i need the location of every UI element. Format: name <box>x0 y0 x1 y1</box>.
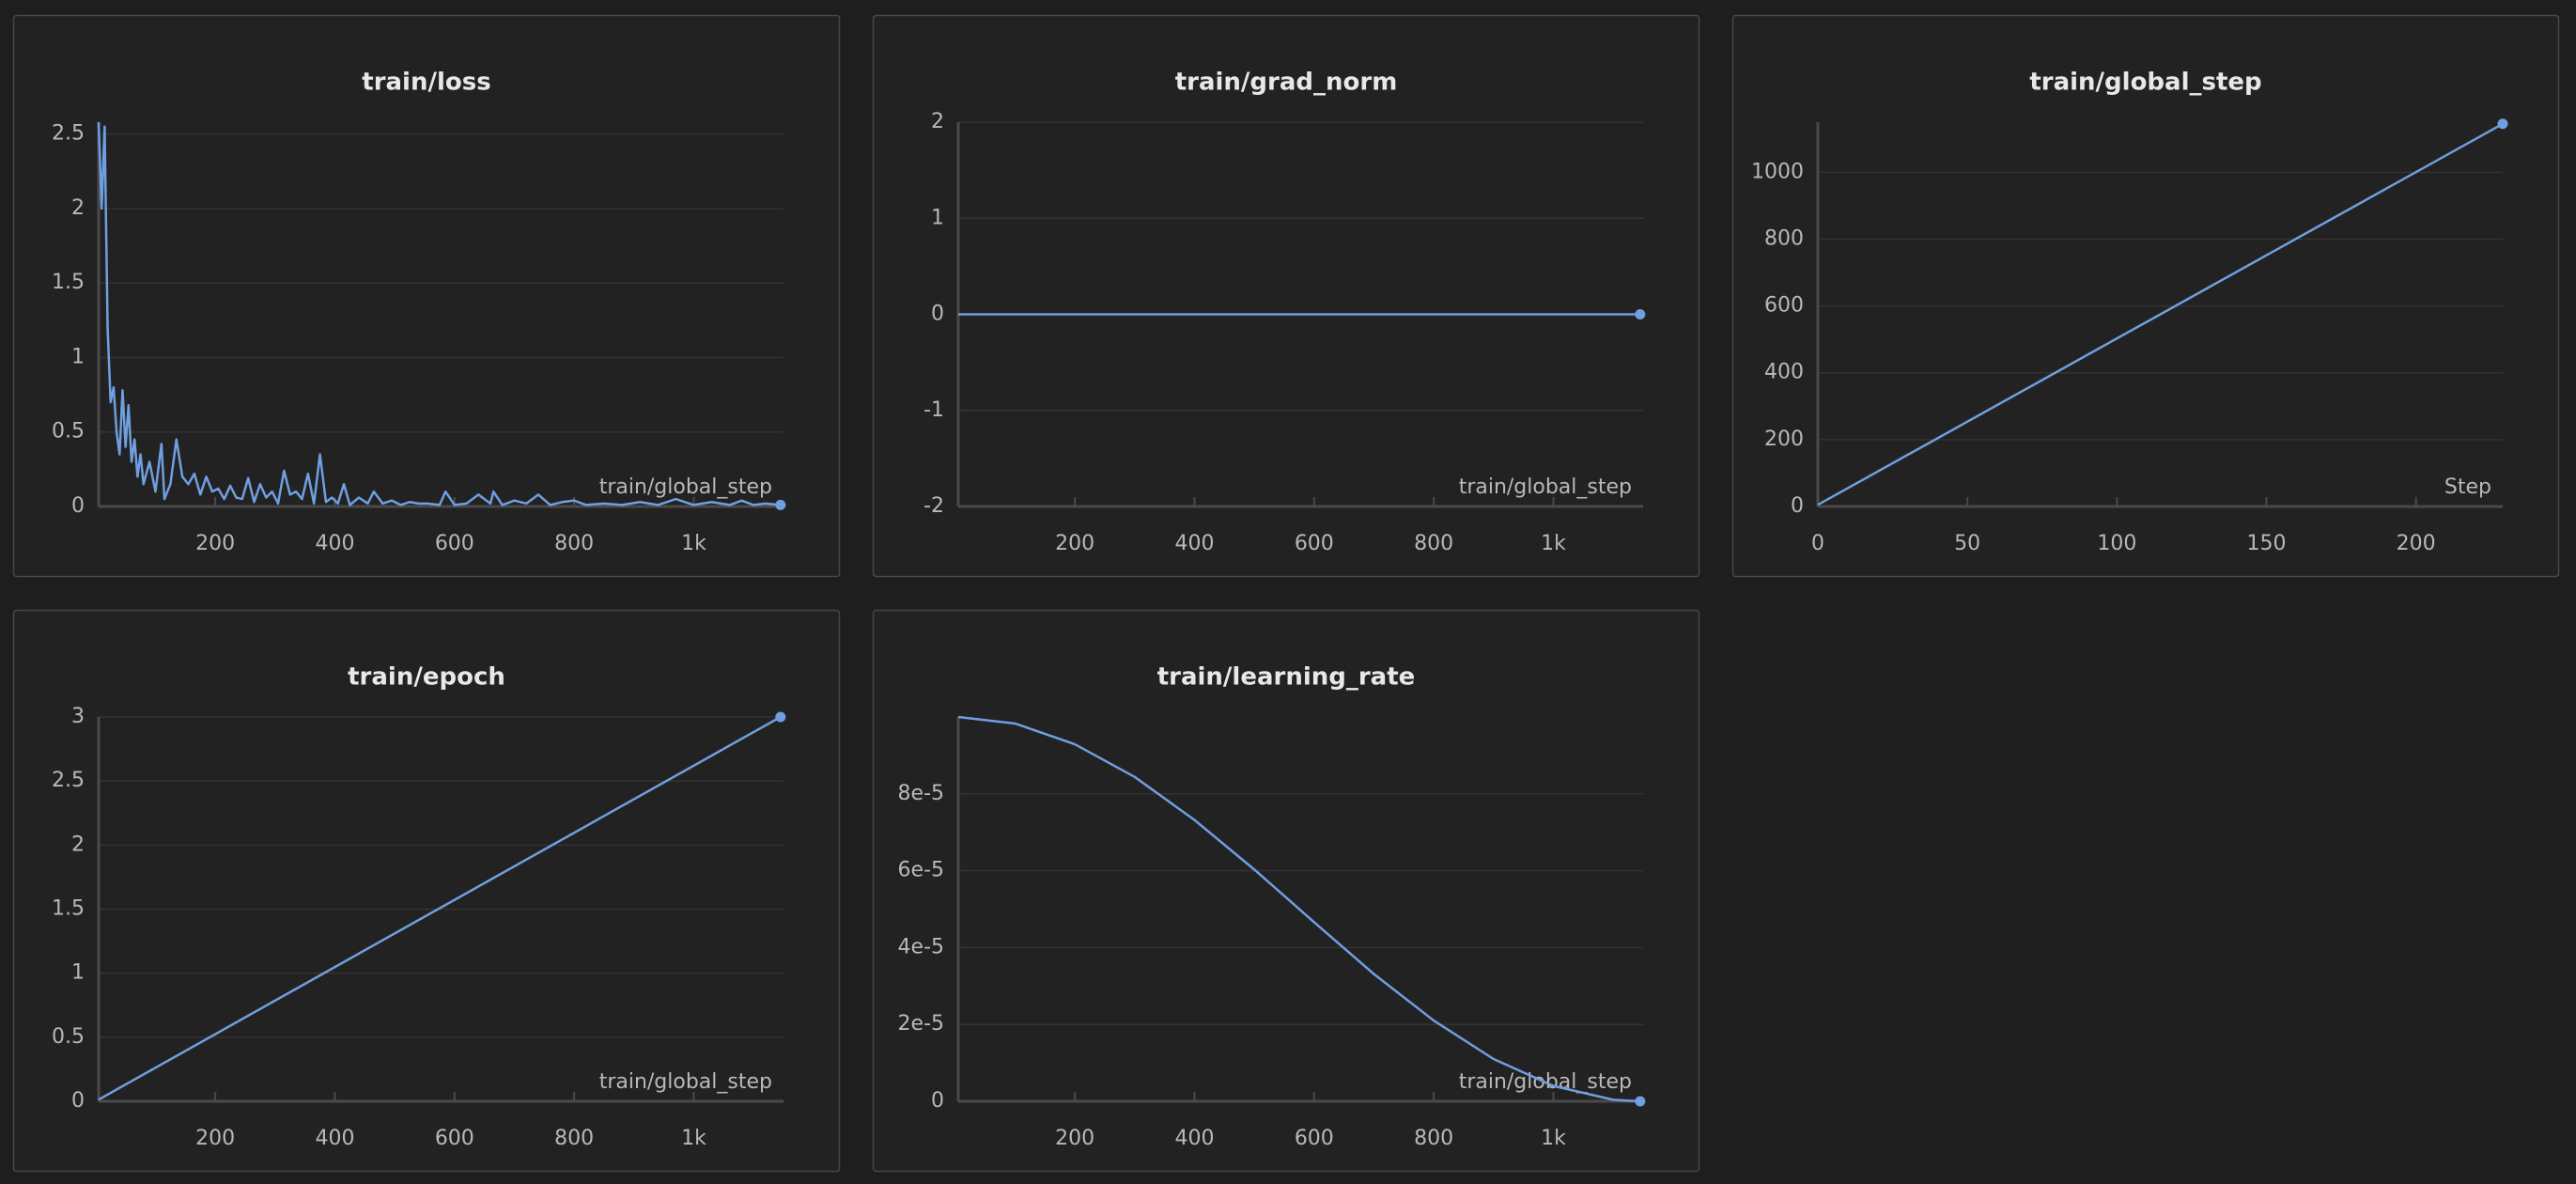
x-tick-label: 200 <box>1055 532 1094 555</box>
y-tick-label: 1000 <box>1751 160 1804 183</box>
x-tick-label: 200 <box>195 532 235 555</box>
x-tick-label: 1k <box>1541 1127 1566 1150</box>
chart-panel: train/grad_norm -2 -1 0 1 2 200 400 600 800 1k trai… <box>872 14 1700 578</box>
end-point <box>775 499 786 510</box>
y-tick-label: 8e-5 <box>898 782 944 805</box>
x-tick-label: 100 <box>2097 532 2136 555</box>
panel-background <box>872 609 1700 1173</box>
y-tick-label: 0.5 <box>52 420 85 444</box>
chart-panel: train/loss 0 0.5 1 1.5 2 2.5 200 400 600 800 1k trai… <box>12 14 841 578</box>
x-tick-label: 400 <box>315 1127 354 1150</box>
y-tick-label: 400 <box>1764 361 1804 384</box>
x-tick-label: 800 <box>554 532 594 555</box>
y-tick-label: 200 <box>1764 428 1804 451</box>
series-line <box>97 121 781 506</box>
x-tick-label: 400 <box>315 532 354 555</box>
y-tick-label: 1 <box>931 206 944 229</box>
y-tick-label: 2.5 <box>52 122 85 146</box>
panel-background <box>1731 14 2560 578</box>
panel-background <box>12 14 841 578</box>
y-tick-label: 2 <box>931 110 944 133</box>
y-tick-label: 2.5 <box>52 769 85 792</box>
x-tick-label: 600 <box>1295 532 1334 555</box>
x-axis-label: train/global_step <box>599 1070 772 1094</box>
x-tick-label: 50 <box>1954 532 1980 555</box>
end-point <box>1635 309 1646 319</box>
x-axis-label: Step <box>2444 475 2491 499</box>
chart-panel: train/global_step 0 200 400 600 800 1000 0 50 100… <box>1731 14 2560 578</box>
y-tick-label: 0 <box>71 494 85 518</box>
y-tick-label: 2 <box>71 196 85 220</box>
x-tick-label: 200 <box>195 1127 235 1150</box>
y-tick-label: 1 <box>71 345 85 368</box>
x-tick-label: 600 <box>435 1127 474 1150</box>
y-tick-label: 0 <box>931 303 944 326</box>
chart-title: train/epoch <box>348 663 505 692</box>
x-tick-label: 1k <box>681 532 706 555</box>
y-tick-label: 1.5 <box>52 271 85 294</box>
chart-title: train/loss <box>362 69 490 97</box>
y-tick-label: 3 <box>71 705 85 728</box>
x-tick-label: 800 <box>554 1127 594 1150</box>
y-tick-label: 4e-5 <box>898 935 944 958</box>
x-tick-label: 400 <box>1174 1127 1214 1150</box>
x-tick-label: 150 <box>2247 532 2287 555</box>
y-tick-label: 1.5 <box>52 897 85 921</box>
x-tick-label: 1k <box>1541 532 1566 555</box>
x-tick-label: 200 <box>1055 1127 1094 1150</box>
x-tick-label: 1k <box>681 1127 706 1150</box>
y-tick-label: 0 <box>1791 494 1804 518</box>
series-line <box>98 715 782 1101</box>
y-tick-label: -1 <box>923 398 944 422</box>
y-tick-label: 2e-5 <box>898 1012 944 1036</box>
chart-title: train/grad_norm <box>1175 69 1398 97</box>
x-tick-label: 800 <box>1414 532 1453 555</box>
x-tick-label: 800 <box>1414 1127 1453 1150</box>
series-line <box>957 715 1640 1103</box>
y-tick-label: 600 <box>1764 294 1804 318</box>
end-point <box>775 711 786 723</box>
y-tick-label: 0 <box>71 1089 85 1113</box>
x-axis-label: train/global_step <box>599 475 772 499</box>
x-tick-label: 600 <box>1295 1127 1334 1150</box>
x-tick-label: 200 <box>2397 532 2436 555</box>
y-tick-label: 0.5 <box>52 1025 85 1049</box>
chart-title: train/learning_rate <box>1157 663 1416 692</box>
y-tick-label: 6e-5 <box>898 859 944 882</box>
y-tick-label: -2 <box>923 494 944 518</box>
y-tick-label: 2 <box>71 833 85 856</box>
panel-background <box>872 14 1700 578</box>
chart-title: train/global_step <box>2029 69 2261 97</box>
x-tick-label: 0 <box>1811 532 1824 555</box>
y-tick-label: 800 <box>1764 226 1804 250</box>
x-tick-label: 600 <box>435 532 474 555</box>
x-axis-label: train/global_step <box>1459 475 1632 499</box>
y-tick-label: 0 <box>931 1089 944 1113</box>
y-tick-label: 1 <box>71 961 85 985</box>
series-line <box>1817 122 2504 506</box>
chart-panel: train/learning_rate 0 2e-5 4e-5 6e-5 8e-5 200 4… <box>872 609 1700 1173</box>
end-point <box>2497 118 2508 130</box>
chart-panel: train/epoch 0 0.5 1 1.5 2 2.5 3 200 400 600 800 1k tr… <box>12 609 841 1173</box>
x-tick-label: 400 <box>1174 532 1214 555</box>
end-point <box>1635 1096 1646 1107</box>
